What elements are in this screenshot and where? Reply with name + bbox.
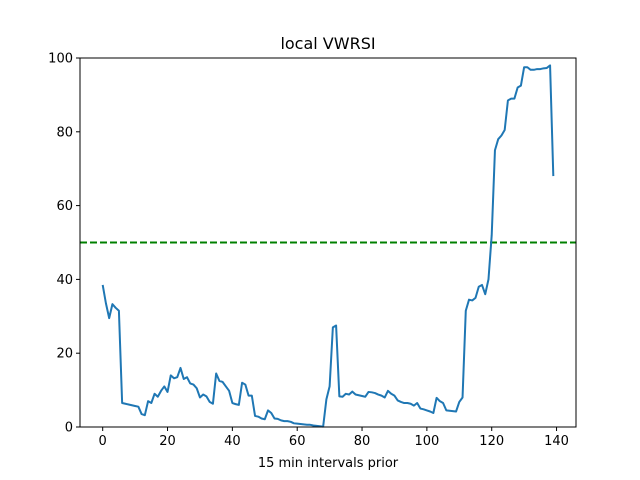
x-axis-label: 15 min intervals prior [258, 456, 399, 471]
x-tick-label: 120 [479, 434, 504, 449]
x-axis: 0 20 40 60 80 100 120 140 [99, 427, 569, 449]
y-tick-label: 0 [65, 421, 73, 436]
x-tick-label: 80 [354, 434, 371, 449]
y-tick-label: 100 [48, 52, 73, 67]
plot-area [79, 57, 577, 428]
series-line [101, 64, 555, 428]
x-tick-label: 140 [544, 434, 569, 449]
y-tick-label: 40 [56, 273, 73, 288]
y-axis: 0 20 40 60 80 100 [48, 52, 80, 436]
y-tick-label: 20 [56, 347, 73, 362]
y-tick-label: 80 [56, 125, 73, 140]
x-tick-label: 20 [159, 434, 176, 449]
x-tick-label: 60 [289, 434, 306, 449]
plot-border [79, 57, 577, 428]
x-tick-label: 100 [414, 434, 439, 449]
x-tick-label: 40 [224, 434, 241, 449]
x-tick-label: 0 [99, 434, 107, 449]
y-tick-label: 60 [56, 199, 73, 214]
chart-title: local VWRSI [280, 34, 375, 53]
